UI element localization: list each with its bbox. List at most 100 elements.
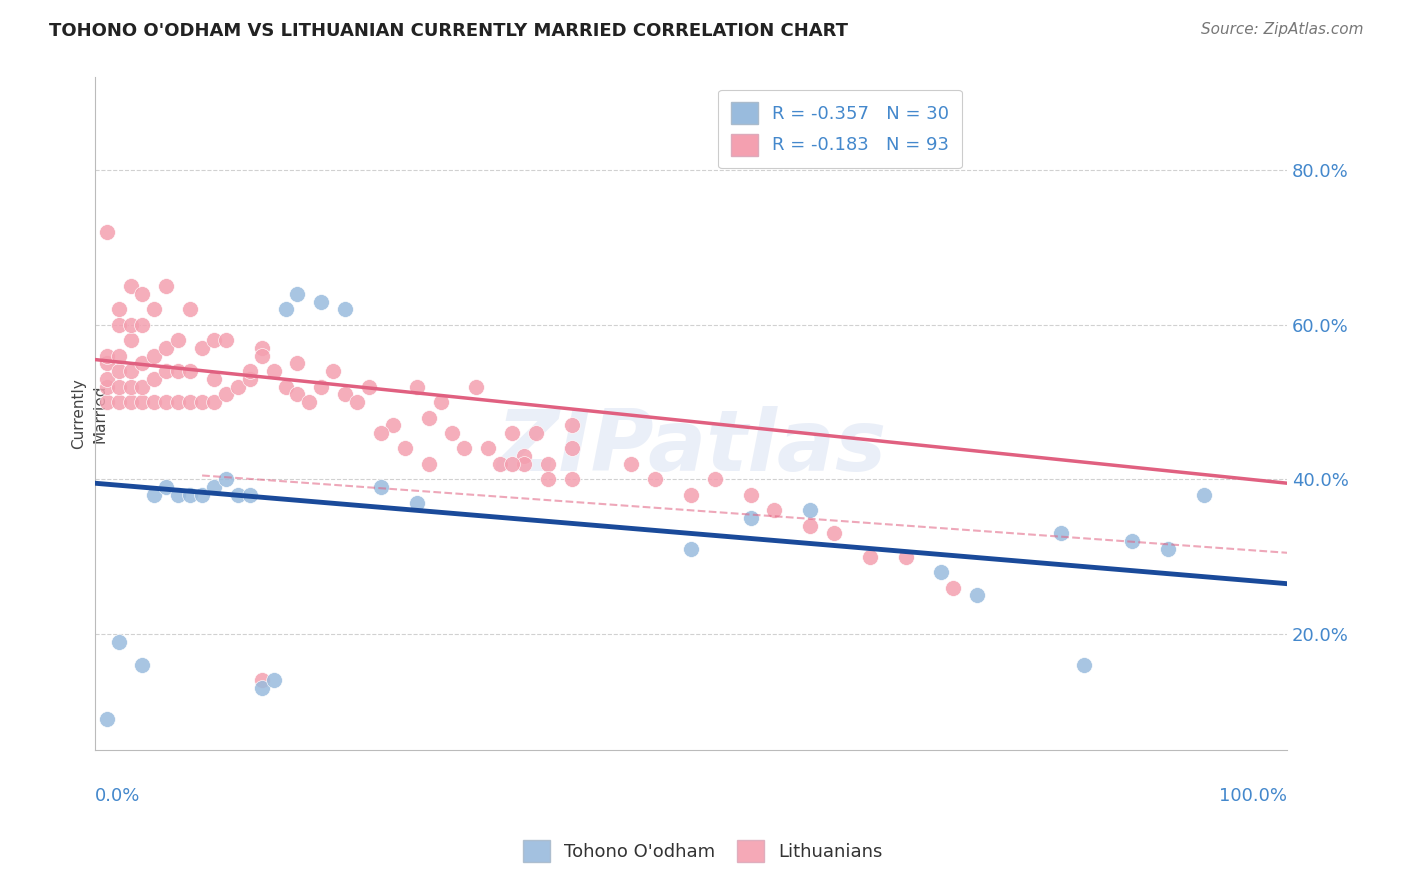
Point <box>1049 526 1071 541</box>
Point <box>740 488 762 502</box>
Point <box>107 634 129 648</box>
Text: ZIPatlas: ZIPatlas <box>496 406 886 489</box>
Point <box>311 294 333 309</box>
Point <box>561 418 583 433</box>
Point <box>335 387 357 401</box>
Point <box>513 449 536 463</box>
Point <box>96 395 118 409</box>
Text: 100.0%: 100.0% <box>1219 787 1286 805</box>
Point <box>489 457 512 471</box>
Point <box>226 488 249 502</box>
Point <box>311 379 333 393</box>
Point <box>131 379 153 393</box>
Point <box>679 488 702 502</box>
Point <box>501 425 523 440</box>
Point <box>370 480 392 494</box>
Point <box>453 442 475 456</box>
Point <box>107 302 129 317</box>
Y-axis label: Currently
Married: Currently Married <box>72 378 107 449</box>
Point <box>763 503 786 517</box>
Point <box>966 588 988 602</box>
Point <box>131 286 153 301</box>
Point <box>131 356 153 370</box>
Point <box>96 372 118 386</box>
Point <box>429 395 451 409</box>
Point <box>215 472 238 486</box>
Point <box>96 379 118 393</box>
Point <box>287 387 309 401</box>
Point <box>167 333 190 347</box>
Legend: Tohono O'odham, Lithuanians: Tohono O'odham, Lithuanians <box>516 833 890 870</box>
Point <box>143 372 166 386</box>
Point <box>703 472 725 486</box>
Point <box>143 302 166 317</box>
Point <box>143 349 166 363</box>
Point <box>155 279 177 293</box>
Text: 0.0%: 0.0% <box>94 787 141 805</box>
Point <box>215 387 238 401</box>
Point <box>96 712 118 726</box>
Point <box>561 442 583 456</box>
Point <box>131 657 153 672</box>
Point <box>620 457 643 471</box>
Point <box>501 457 523 471</box>
Point <box>155 341 177 355</box>
Point <box>287 356 309 370</box>
Point <box>405 495 427 509</box>
Point <box>191 395 214 409</box>
Point <box>96 356 118 370</box>
Point <box>120 395 142 409</box>
Point <box>931 565 953 579</box>
Point <box>537 457 560 471</box>
Text: Source: ZipAtlas.com: Source: ZipAtlas.com <box>1201 22 1364 37</box>
Point <box>107 395 129 409</box>
Point <box>107 379 129 393</box>
Point <box>120 279 142 293</box>
Point <box>370 425 392 440</box>
Point <box>799 503 821 517</box>
Point <box>155 364 177 378</box>
Point <box>167 395 190 409</box>
Point <box>263 673 285 688</box>
Point <box>202 333 225 347</box>
Point <box>143 395 166 409</box>
Point <box>322 364 344 378</box>
Point <box>120 379 142 393</box>
Point <box>120 364 142 378</box>
Point <box>202 395 225 409</box>
Point <box>120 333 142 347</box>
Point <box>179 364 201 378</box>
Point <box>441 425 464 440</box>
Point <box>274 379 297 393</box>
Point <box>131 318 153 332</box>
Point <box>644 472 666 486</box>
Point <box>1192 488 1215 502</box>
Point <box>250 681 273 695</box>
Point <box>381 418 404 433</box>
Point <box>179 395 201 409</box>
Point <box>298 395 321 409</box>
Point <box>274 302 297 317</box>
Point <box>202 372 225 386</box>
Point <box>477 442 499 456</box>
Point <box>107 364 129 378</box>
Legend: R = -0.357   N = 30, R = -0.183   N = 93: R = -0.357 N = 30, R = -0.183 N = 93 <box>718 90 962 169</box>
Point <box>418 410 440 425</box>
Point <box>561 472 583 486</box>
Point <box>250 673 273 688</box>
Point <box>239 364 262 378</box>
Point <box>1073 657 1095 672</box>
Point <box>167 364 190 378</box>
Point <box>215 333 238 347</box>
Text: TOHONO O'ODHAM VS LITHUANIAN CURRENTLY MARRIED CORRELATION CHART: TOHONO O'ODHAM VS LITHUANIAN CURRENTLY M… <box>49 22 848 40</box>
Point <box>239 488 262 502</box>
Point <box>418 457 440 471</box>
Point <box>107 349 129 363</box>
Point <box>859 549 882 564</box>
Point <box>405 379 427 393</box>
Point <box>823 526 845 541</box>
Point <box>179 488 201 502</box>
Point <box>226 379 249 393</box>
Point <box>524 425 547 440</box>
Point <box>143 488 166 502</box>
